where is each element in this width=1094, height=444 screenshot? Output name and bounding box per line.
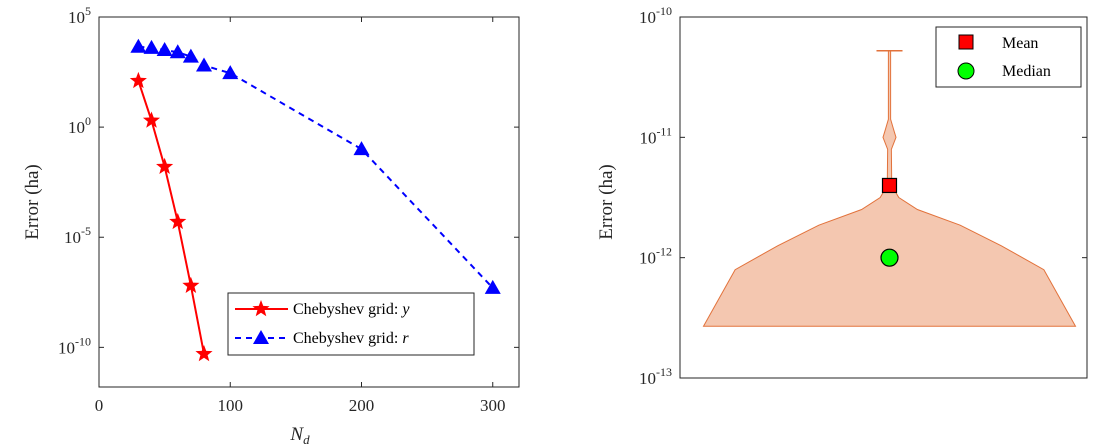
left-legend-box: [227, 292, 475, 356]
series-1-star-marker: [129, 71, 147, 89]
left-x-tick-label: 200: [349, 396, 375, 415]
left-y-tick-label: 105: [68, 4, 91, 27]
series-1-star-marker: [169, 212, 187, 230]
legend-series1-label: Chebyshev grid: y: [293, 301, 410, 318]
series-2-triangle-marker: [222, 65, 239, 80]
tick-exponent: -12: [656, 245, 672, 259]
tick-exponent: -10: [75, 334, 91, 348]
left-series: [129, 38, 501, 362]
right-y-tick-label: 10-11: [639, 124, 672, 147]
legend-median-label: Median: [1002, 63, 1051, 80]
legend-series2-label-var: r: [402, 330, 409, 347]
right-y-tick-label: 10-12: [639, 245, 672, 268]
left-x-tick-label: 300: [480, 396, 506, 415]
series-2-triangle-marker: [196, 57, 212, 72]
tick-base: 10: [68, 8, 85, 27]
tick-base: 10: [639, 128, 656, 147]
legend-mean-label: Mean: [1002, 35, 1038, 52]
series-1-line: [137, 80, 205, 355]
left-x-ticks: 0 100 200 300: [95, 17, 506, 415]
left-legend: Chebyshev grid: y Chebyshev grid: r: [227, 292, 475, 356]
left-plot-frame: [98, 16, 520, 388]
series-1-star-marker: [142, 111, 161, 128]
tick-base: 10: [639, 249, 656, 268]
legend-series2-label: Chebyshev grid: r: [293, 330, 409, 347]
tick-base: 10: [64, 228, 81, 247]
series-1-star-marker: [156, 157, 174, 175]
right-legend: Mean Median: [935, 26, 1082, 88]
series-2-line: [138, 45, 494, 289]
tick-exponent: -10: [656, 4, 672, 18]
legend-median-circle-marker: [957, 62, 975, 80]
tick-exponent: 5: [85, 4, 91, 18]
left-y-axis-label: Error (ha): [22, 164, 43, 239]
series-2-triangle-marker: [484, 279, 501, 294]
legend-series1-label-text: Chebyshev grid:: [293, 301, 402, 318]
tick-exponent: -11: [656, 124, 672, 138]
series-2-triangle-marker: [143, 39, 160, 54]
left-x-axis-label-main: N: [289, 424, 304, 444]
legend-mean-square-marker: [958, 34, 974, 50]
tick-base: 10: [58, 338, 75, 357]
legend-series2-label-text: Chebyshev grid:: [293, 330, 402, 347]
legend-series2-triangle-marker: [253, 330, 269, 344]
left-y-tick-label: 10-5: [64, 224, 91, 247]
right-plot-frame: [679, 16, 1088, 379]
series-2-triangle-marker: [130, 38, 147, 53]
left-x-axis-label-sub: d: [303, 432, 310, 444]
left-x-tick-label: 0: [95, 396, 104, 415]
series-2-triangle-marker: [169, 44, 186, 59]
legend-series1-star-marker: [252, 300, 270, 317]
left-y-tick-label: 10-10: [58, 334, 91, 357]
series-2-triangle-marker: [353, 141, 370, 156]
mean-square-marker: [881, 177, 898, 194]
series-1-star-marker: [195, 344, 213, 362]
left-x-axis-label: Nd: [289, 424, 310, 444]
legend-series1-label-var: y: [400, 301, 410, 318]
right-y-tick-label: 10-10: [639, 4, 672, 27]
right-y-axis-label: Error (ha): [596, 164, 617, 239]
tick-base: 10: [68, 118, 85, 137]
left-x-tick-label: 100: [218, 396, 244, 415]
tick-base: 10: [639, 369, 656, 388]
left-y-tick-label: 100: [68, 114, 91, 137]
tick-exponent: -5: [81, 224, 91, 238]
tick-base: 10: [639, 8, 656, 27]
tick-exponent: 0: [85, 114, 91, 128]
tick-exponent: -13: [656, 365, 672, 379]
series-2-triangle-marker: [156, 42, 173, 57]
right-y-tick-label: 10-13: [639, 365, 672, 388]
series-2-triangle-marker: [182, 48, 199, 63]
series-1-star-marker: [182, 276, 200, 293]
median-circle-marker: [880, 248, 899, 267]
